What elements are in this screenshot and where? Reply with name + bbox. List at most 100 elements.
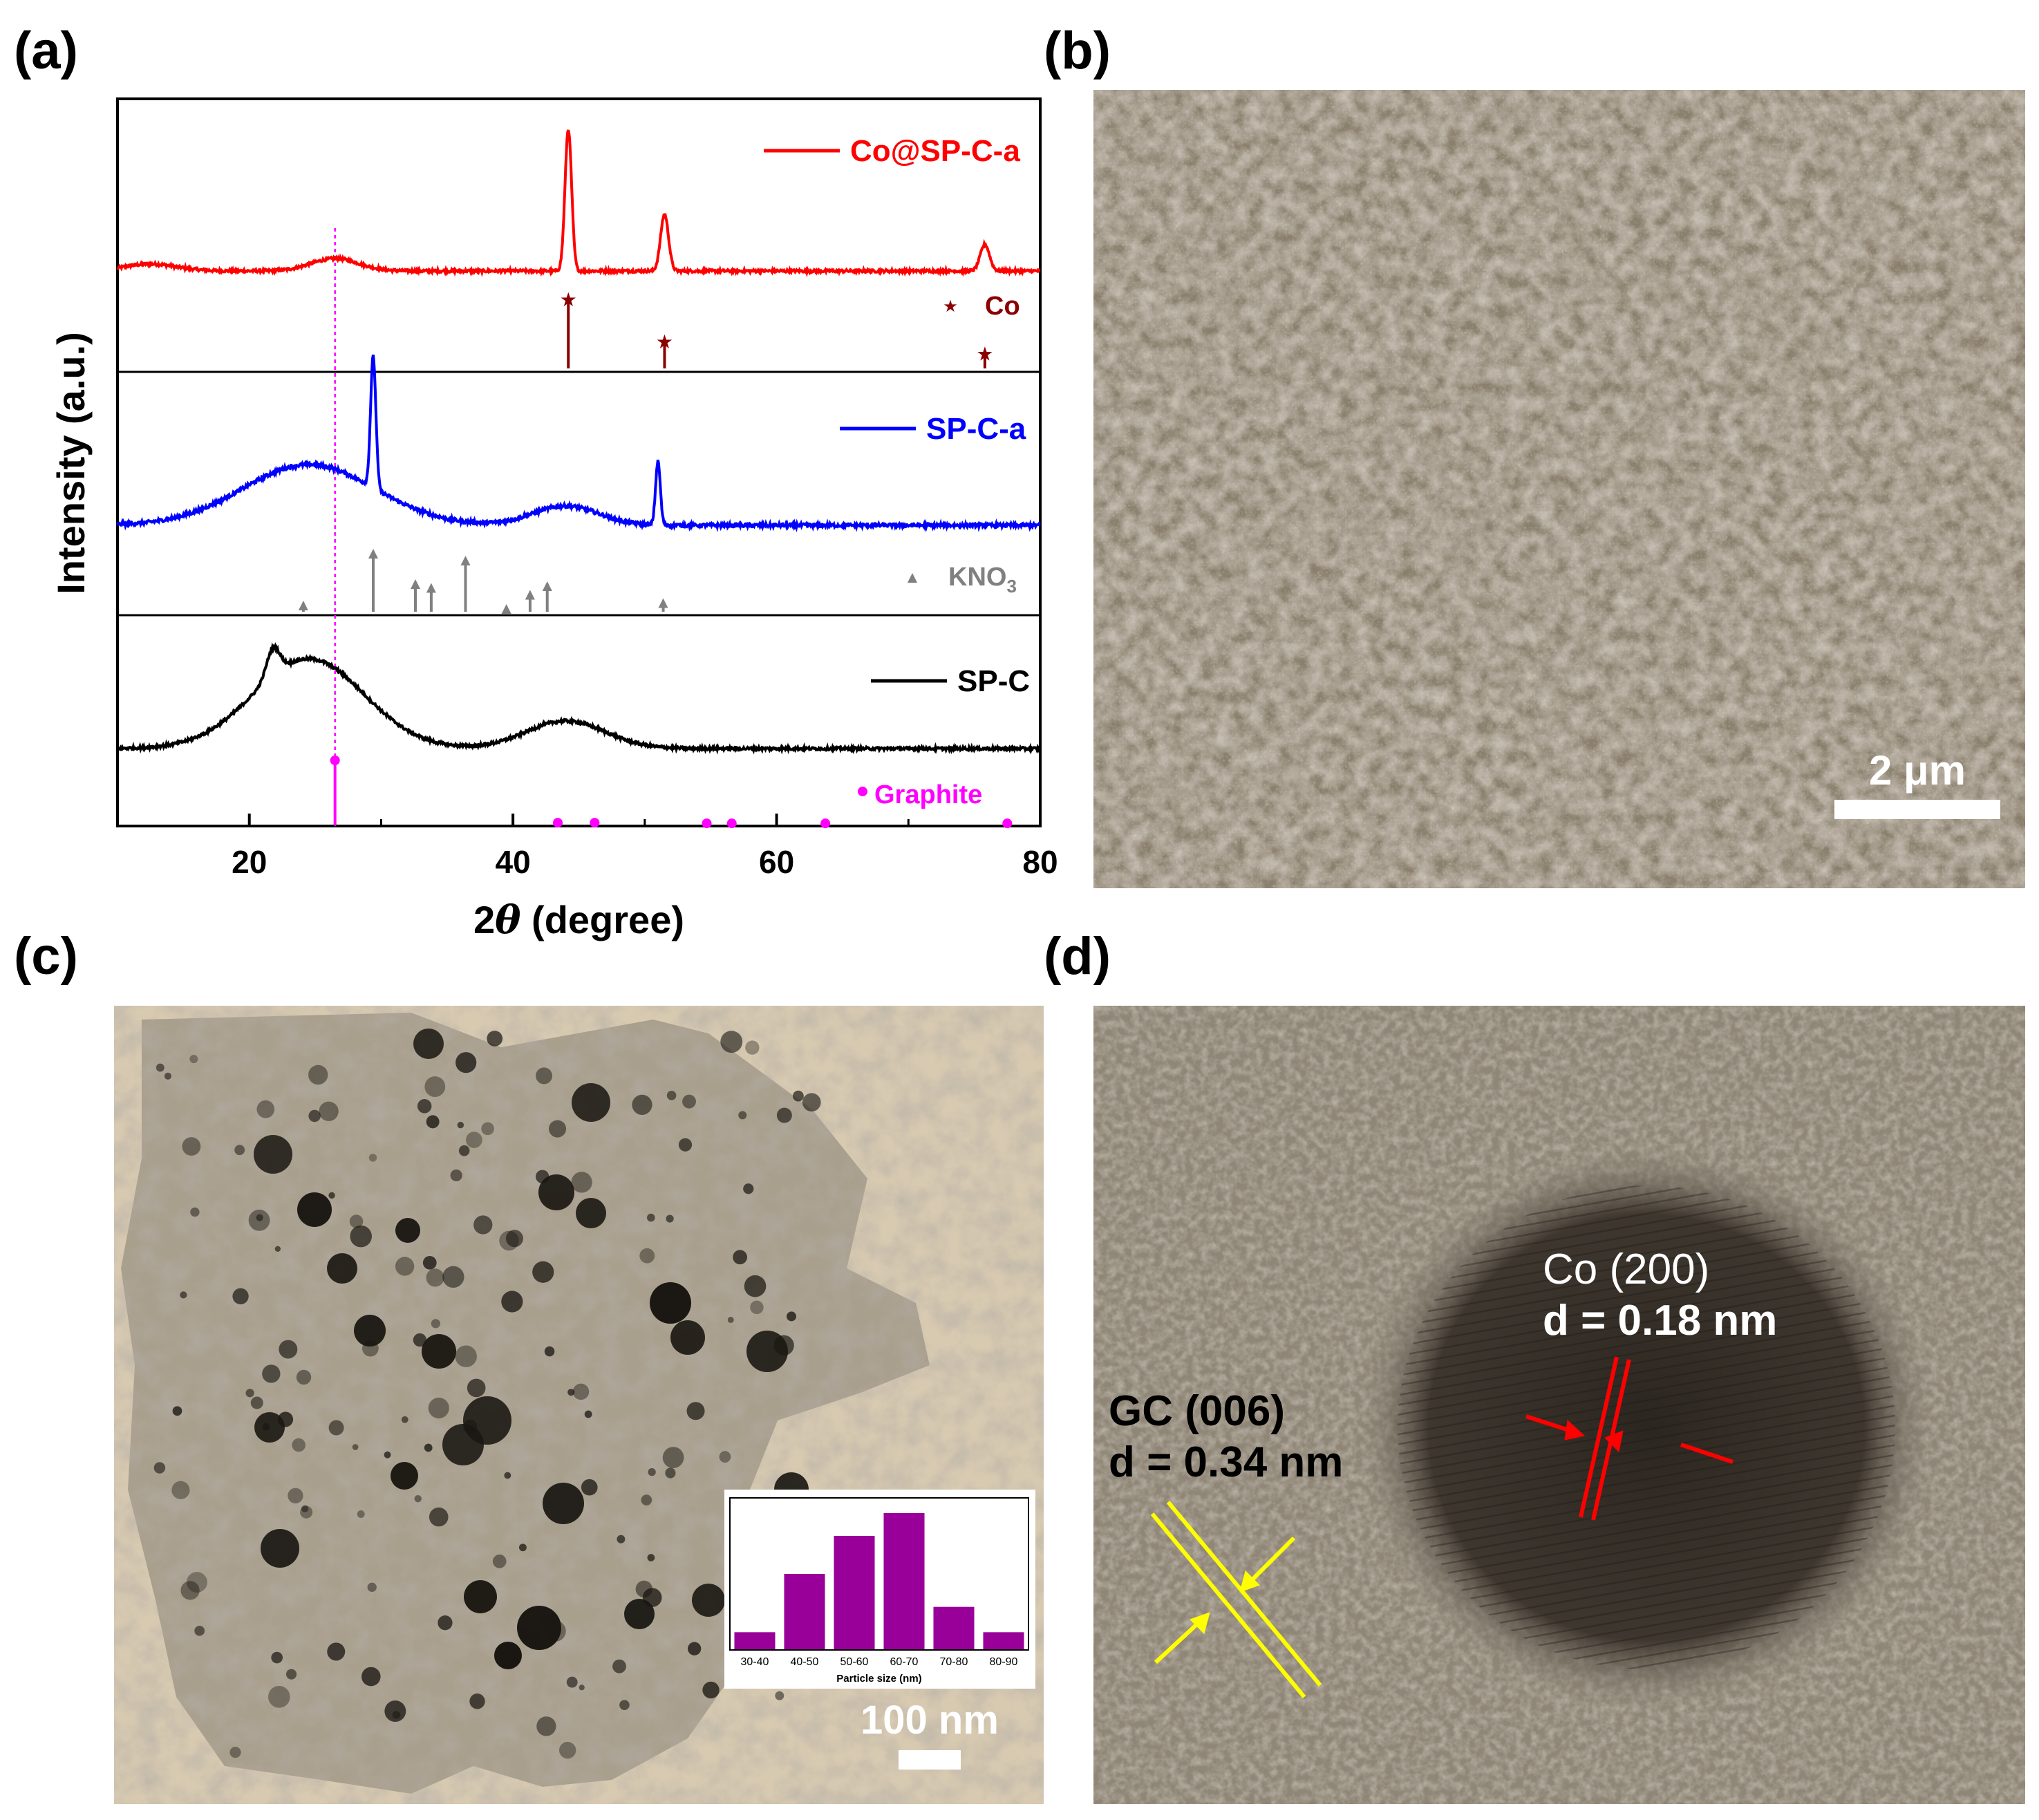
ref-marker xyxy=(820,818,831,829)
nanoparticle xyxy=(536,1716,556,1736)
co-200-label: Co (200) d = 0.18 nm xyxy=(1543,1244,1777,1347)
histogram-bar xyxy=(883,1513,925,1650)
nanoparticle xyxy=(261,1529,299,1568)
nanoparticle xyxy=(417,1098,432,1114)
nanoparticle xyxy=(559,1741,576,1759)
histogram-category-label: 30-40 xyxy=(741,1656,769,1668)
nanoparticle xyxy=(666,1214,674,1223)
particle-size-histogram: 30-40 40-50 50-60 60-70 70-80 80-90 Particle s… xyxy=(724,1490,1035,1689)
nanoparticle xyxy=(535,1170,549,1183)
nanoparticle xyxy=(662,1447,684,1468)
co-200-spacing: d = 0.18 nm xyxy=(1543,1297,1778,1345)
nanoparticle xyxy=(686,1402,705,1420)
ref-marker: ▲ xyxy=(407,574,424,593)
nanoparticle xyxy=(424,1443,433,1452)
nanoparticle xyxy=(665,1467,676,1479)
nanoparticle xyxy=(292,1438,306,1452)
ref-marker: ▲ xyxy=(295,596,312,615)
nanoparticle xyxy=(581,1479,598,1496)
nanoparticle xyxy=(384,1700,406,1723)
nanoparticle xyxy=(171,1481,190,1499)
nanoparticle xyxy=(682,1094,696,1109)
nanoparticle xyxy=(687,1642,702,1655)
nanoparticle xyxy=(692,1584,725,1617)
nanoparticle xyxy=(719,1451,731,1463)
ref-marker: ★ xyxy=(560,289,577,310)
nanoparticle xyxy=(189,1055,198,1064)
nanoparticle xyxy=(301,1505,309,1512)
nanoparticle xyxy=(457,1121,464,1129)
nanoparticle xyxy=(328,1192,335,1199)
nanoparticle xyxy=(463,1419,478,1434)
co-lattice-marker xyxy=(1525,1356,1733,1521)
nanoparticle xyxy=(467,1378,486,1398)
nanoparticle xyxy=(300,1505,313,1519)
nanoparticle xyxy=(632,1094,652,1115)
nanoparticle xyxy=(572,1383,590,1400)
nanoparticle xyxy=(296,1369,312,1385)
nanoparticle xyxy=(245,1389,254,1398)
nanoparticle xyxy=(641,1494,652,1505)
nanoparticle xyxy=(426,1268,444,1287)
nanoparticle xyxy=(414,1494,422,1503)
gc-006-plane: GC (006) xyxy=(1109,1387,1285,1435)
gc-006-label: GC (006) d = 0.34 nm xyxy=(1109,1386,1343,1489)
nanoparticle xyxy=(368,1154,377,1162)
ref-legend-marker: ★ xyxy=(943,297,958,316)
nanoparticle xyxy=(466,1132,482,1148)
x-tick-label: 20 xyxy=(232,844,267,880)
x-axis-label: 2θ (degree) xyxy=(473,897,684,943)
nanoparticle xyxy=(670,1320,705,1355)
nanoparticle xyxy=(279,1340,298,1359)
nanoparticle xyxy=(666,1090,677,1100)
panel-label-d: (d) xyxy=(1044,927,1111,986)
nanoparticle xyxy=(639,1248,655,1264)
x-tick-label: 60 xyxy=(759,844,794,880)
nanoparticle xyxy=(438,1615,453,1631)
xrd-chart: ★★★▲▲▲ ▲▲▲▲ ▲▲ Co@SP-C-aSP-C-aSP-C★ Co▲ KNO3… xyxy=(49,97,1058,943)
nanoparticle xyxy=(720,1031,743,1053)
ref-legend-label: Graphite xyxy=(874,780,982,809)
nanoparticle xyxy=(413,1333,427,1347)
nanoparticle xyxy=(567,1389,575,1396)
ref-marker: ▲ xyxy=(365,544,382,563)
histogram-bar xyxy=(983,1632,1024,1650)
nanoparticle xyxy=(733,1250,748,1265)
scalebar-c-label: 100 nm xyxy=(861,1698,999,1743)
nanoparticle xyxy=(492,1554,507,1568)
y-axis-label: Intensity (a.u.) xyxy=(49,332,93,594)
nanoparticle xyxy=(297,1192,332,1227)
nanoparticle xyxy=(544,1346,555,1357)
series-line-sp-c xyxy=(117,641,1042,755)
nanoparticle xyxy=(431,1319,440,1329)
nanoparticle xyxy=(429,1507,449,1527)
nanoparticle xyxy=(750,1300,764,1315)
ref-marker: ▲ xyxy=(498,599,515,618)
nanoparticle xyxy=(361,1667,381,1687)
nanoparticle xyxy=(738,1111,747,1120)
nanoparticle xyxy=(743,1183,754,1194)
nanoparticle xyxy=(744,1275,767,1297)
scalebar-c: 100 nm xyxy=(847,1697,1013,1770)
nanoparticle xyxy=(442,1266,464,1288)
nanoparticle xyxy=(426,1115,440,1129)
nanoparticle xyxy=(678,1138,693,1152)
ref-marker xyxy=(702,818,712,829)
nanoparticle xyxy=(190,1207,200,1217)
ref-marker: ▲ xyxy=(655,593,672,612)
nanoparticle xyxy=(328,1420,344,1436)
histogram-bar xyxy=(933,1606,975,1650)
histogram-bar xyxy=(734,1632,776,1650)
legend-label: Co@SP-C-a xyxy=(850,134,1020,168)
nanoparticle xyxy=(288,1488,303,1503)
ref-marker: ▲ xyxy=(539,576,556,595)
nanoparticle xyxy=(545,1620,566,1642)
nanoparticle xyxy=(571,1172,592,1193)
nanoparticle xyxy=(354,1315,386,1347)
nanoparticle xyxy=(327,1253,357,1284)
nanoparticle xyxy=(352,1444,359,1450)
ref-marker xyxy=(726,818,737,829)
nanoparticle xyxy=(463,1396,511,1445)
scalebar-b-label: 2 μm xyxy=(1868,747,1966,794)
nanoparticle xyxy=(647,1554,655,1561)
